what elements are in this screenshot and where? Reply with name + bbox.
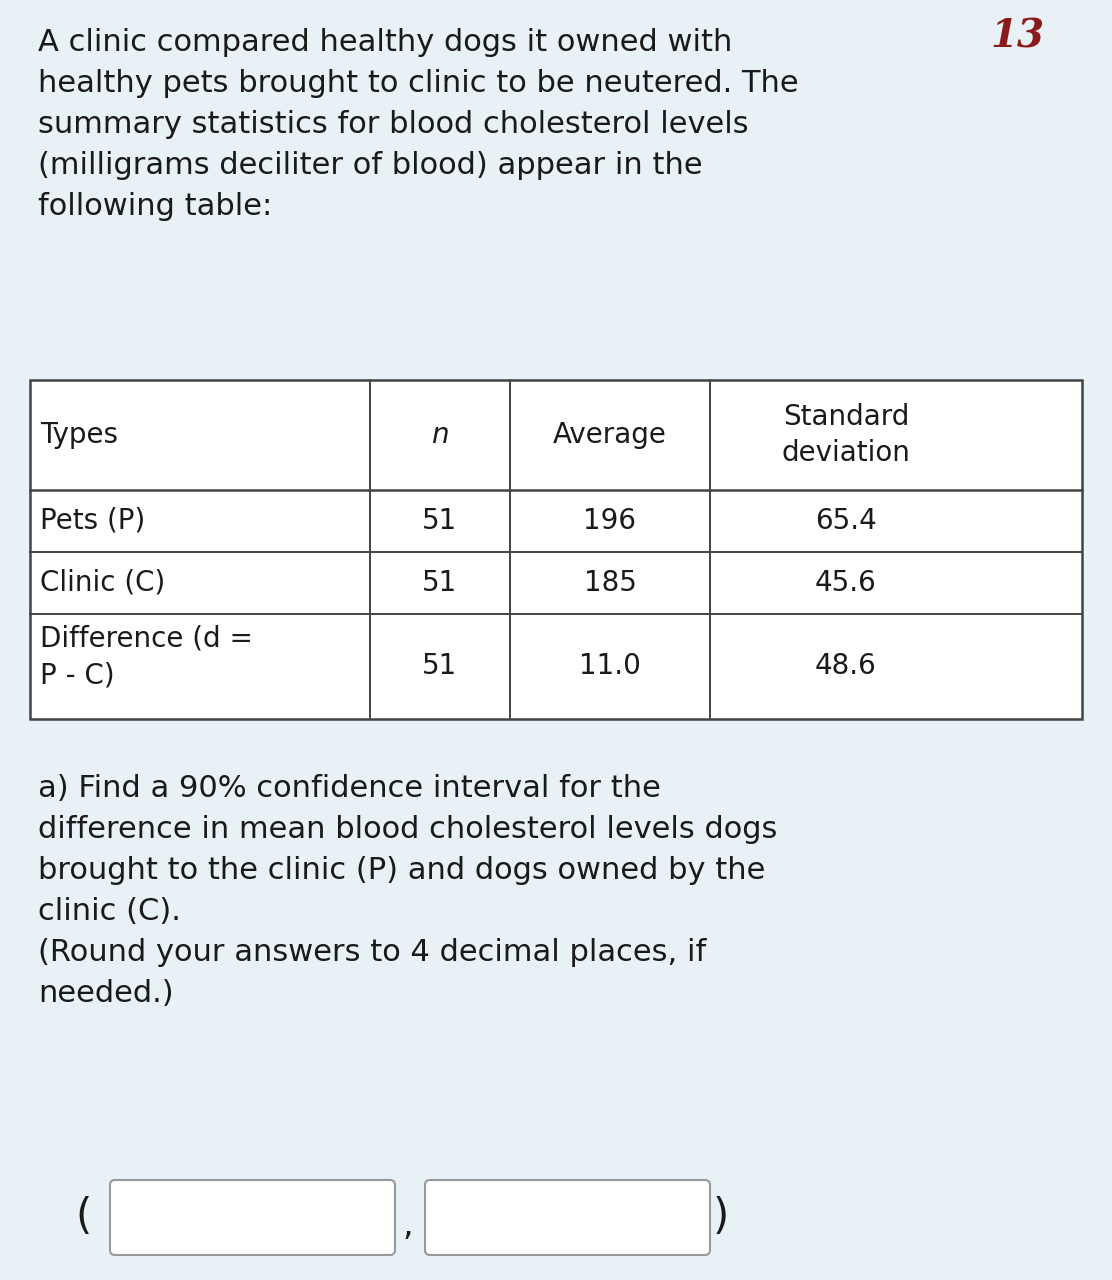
Text: 11.0: 11.0 [579, 653, 641, 681]
Text: ,: , [403, 1210, 413, 1242]
Text: Average: Average [553, 421, 667, 449]
Bar [30, 380, 1082, 719]
Text: Pets (P): Pets (P) [40, 507, 146, 535]
Text: Standard
deviation: Standard deviation [782, 403, 911, 467]
FancyBboxPatch shape [425, 1180, 709, 1254]
Text: ): ) [713, 1197, 729, 1239]
Text: 185: 185 [584, 570, 636, 596]
Text: Clinic (C): Clinic (C) [40, 570, 166, 596]
Text: Types: Types [40, 421, 118, 449]
Text: 45.6: 45.6 [815, 570, 877, 596]
Text: 51: 51 [423, 570, 458, 596]
FancyBboxPatch shape [110, 1180, 395, 1254]
Text: 65.4: 65.4 [815, 507, 877, 535]
Text: 196: 196 [584, 507, 636, 535]
Bar [30, 380, 1082, 719]
Text: A clinic compared healthy dogs it owned with
healthy pets brought to clinic to b: A clinic compared healthy dogs it owned … [38, 28, 798, 221]
Text: 48.6: 48.6 [815, 653, 877, 681]
Text: 51: 51 [423, 653, 458, 681]
Text: Difference (d =
P - C): Difference (d = P - C) [40, 623, 252, 690]
Text: n: n [431, 421, 449, 449]
Text: 51: 51 [423, 507, 458, 535]
Text: 13: 13 [990, 18, 1044, 56]
Text: (: ( [75, 1197, 91, 1239]
Text: a) Find a 90% confidence interval for the
difference in mean blood cholesterol l: a) Find a 90% confidence interval for th… [38, 774, 777, 1007]
